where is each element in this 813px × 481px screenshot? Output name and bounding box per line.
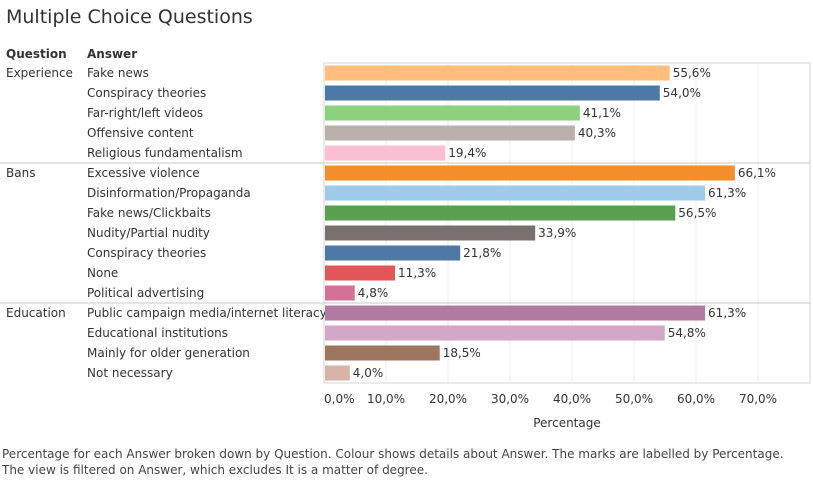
chart-caption: Percentage for each Answer broken down b… — [2, 447, 784, 477]
bar-value-label: 18,5% — [443, 346, 481, 360]
bar[interactable] — [325, 245, 461, 261]
x-tick-label: 0,0% — [324, 392, 355, 406]
answer-label: Public campaign media/internet literacy — [87, 306, 327, 320]
answer-label: Disinformation/Propaganda — [87, 186, 251, 200]
answer-label: Nudity/Partial nudity — [87, 226, 210, 240]
bar-value-label: 4,0% — [353, 366, 384, 380]
bar[interactable] — [325, 285, 355, 301]
x-tick-label: 70,0% — [739, 392, 777, 406]
bar-value-label: 40,3% — [578, 126, 616, 140]
x-tick-label: 40,0% — [553, 392, 591, 406]
answer-label: Excessive violence — [87, 166, 200, 180]
bar-value-label: 33,9% — [538, 226, 576, 240]
answer-label: Fake news/Clickbaits — [87, 206, 211, 220]
question-column-header[interactable]: Question — [6, 47, 67, 61]
bar[interactable] — [325, 265, 396, 281]
answer-label: Political advertising — [87, 286, 204, 300]
bar[interactable] — [325, 225, 536, 241]
bar[interactable] — [325, 165, 735, 181]
answer-label: None — [87, 266, 118, 280]
chart-title: Multiple Choice Questions — [6, 6, 253, 28]
bar-chart: Experience Fake news 55,6% Conspiracy theor… — [0, 62, 811, 430]
bar[interactable] — [325, 145, 446, 161]
bar[interactable] — [325, 65, 670, 81]
bar-value-label: 19,4% — [448, 146, 486, 160]
bar-value-label: 61,3% — [708, 306, 746, 320]
question-label-experience: Experience — [6, 66, 73, 80]
bar[interactable] — [325, 305, 706, 321]
answer-label: Far-right/left videos — [87, 106, 203, 120]
bar[interactable] — [325, 365, 350, 381]
bar[interactable] — [325, 185, 706, 201]
x-axis-title: Percentage — [533, 416, 601, 430]
plot-frame — [323, 62, 811, 384]
question-label-bans: Bans — [6, 166, 35, 180]
answer-label: Educational institutions — [87, 326, 228, 340]
answer-label: Mainly for older generation — [87, 346, 250, 360]
bar[interactable] — [325, 85, 660, 101]
answer-label: Conspiracy theories — [87, 86, 206, 100]
answer-label: Religious fundamentalism — [87, 146, 243, 160]
bar-value-label: 55,6% — [673, 66, 711, 80]
bar-value-label: 56,5% — [678, 206, 716, 220]
bar-value-label: 66,1% — [738, 166, 776, 180]
bar-value-label: 4,8% — [358, 286, 389, 300]
answer-label: Fake news — [87, 66, 149, 80]
bar[interactable] — [325, 205, 676, 221]
x-tick-label: 50,0% — [615, 392, 653, 406]
bar[interactable] — [325, 125, 575, 141]
bar-value-label: 61,3% — [708, 186, 746, 200]
x-tick-label: 30,0% — [491, 392, 529, 406]
answer-label: Offensive content — [87, 126, 194, 140]
x-tick-label: 10,0% — [367, 392, 405, 406]
question-label-education: Education — [6, 306, 66, 320]
answer-label: Not necessary — [87, 366, 173, 380]
bar[interactable] — [325, 325, 665, 341]
x-tick-label: 60,0% — [677, 392, 715, 406]
bar-value-label: 11,3% — [398, 266, 436, 280]
bar-value-label: 54,0% — [663, 86, 701, 100]
bar-value-label: 41,1% — [583, 106, 621, 120]
answer-label: Conspiracy theories — [87, 246, 206, 260]
answer-column-header[interactable]: Answer — [87, 47, 138, 61]
bar[interactable] — [325, 105, 580, 121]
bar[interactable] — [325, 345, 440, 361]
bar-value-label: 21,8% — [463, 246, 501, 260]
x-tick-label: 20,0% — [429, 392, 467, 406]
bar-value-label: 54,8% — [668, 326, 706, 340]
